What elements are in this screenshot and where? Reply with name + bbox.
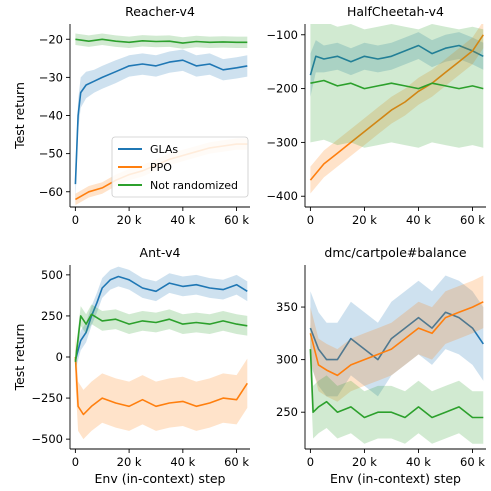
x-tick-label: 40 k [406, 213, 431, 227]
y-axis-label: Test return [12, 324, 27, 392]
series-line-ppo [309, 301, 484, 377]
x-tick-label: 60 k [460, 455, 485, 469]
series-band-not-randomized [75, 304, 248, 372]
series-band-not-randomized [310, 24, 484, 148]
x-tick-label: 0 [307, 213, 314, 227]
y-tick-label: −500 [31, 432, 63, 446]
panel-title: Ant-v4 [140, 245, 181, 260]
series-line-not-randomized [75, 38, 248, 44]
panel-title: Reacher-v4 [125, 4, 195, 19]
x-axis-label: Env (in-context) step [330, 471, 461, 486]
legend: GLAs PPO Not randomized [111, 136, 249, 198]
series-band-glas [310, 275, 484, 397]
series-line-glas [309, 44, 484, 76]
legend-entry-label: PPO [150, 161, 172, 174]
x-tick-label: 20 k [117, 213, 142, 227]
series-line-ppo [309, 34, 484, 181]
series-line-not-randomized [309, 349, 484, 419]
series-line-not-randomized [310, 79, 484, 90]
series-band-ppo [310, 24, 484, 194]
y-tick-label: −400 [266, 189, 298, 203]
series-band-glas [75, 266, 248, 371]
y-tick-label: −60 [39, 185, 63, 199]
y-tick-label: −250 [31, 391, 63, 405]
x-tick-label: 60 k [224, 455, 249, 469]
legend-entry-label: GLAs [150, 143, 178, 156]
series-line-glas [74, 59, 248, 185]
y-tick-label: 250 [41, 309, 63, 323]
series-line-ppo [74, 356, 248, 416]
y-tick-label: −50 [39, 147, 63, 161]
x-tick-label: 20 k [352, 455, 377, 469]
panel-title: dmc/cartpole#balance [324, 245, 467, 260]
series-band-ppo [75, 332, 248, 440]
y-tick-label: 0 [56, 350, 63, 364]
series-line-glas [309, 311, 484, 361]
y-tick-label: −300 [266, 135, 298, 149]
series-line-glas [74, 275, 248, 361]
y-tick-label: −20 [39, 32, 63, 46]
x-tick-label: 0 [307, 455, 314, 469]
y-tick-label: 350 [276, 300, 298, 314]
x-tick-label: 40 k [406, 455, 431, 469]
x-tick-label: 60 k [460, 213, 485, 227]
x-tick-label: 20 k [352, 213, 377, 227]
y-tick-label: 250 [276, 405, 298, 419]
x-tick-label: 40 k [170, 455, 195, 469]
x-tick-label: 60 k [224, 213, 249, 227]
series-band-glas [75, 49, 248, 204]
x-tick-label: 0 [72, 455, 79, 469]
panel-4: dmc/cartpole#balance 0 20 k 40 k 60 k 250 300 3… [276, 245, 486, 486]
x-axis-label: Env (in-context) step [95, 471, 226, 486]
y-tick-label: 500 [41, 268, 63, 282]
series-band-glas [310, 32, 484, 97]
y-tick-label: 300 [276, 353, 298, 367]
panel-title: HalfCheetah-v4 [347, 4, 444, 19]
y-tick-label: −30 [39, 70, 63, 84]
legend-entry-label: Not randomized [150, 179, 238, 192]
series-line-not-randomized [74, 313, 248, 362]
series-band-ppo [310, 275, 484, 402]
x-tick-label: 0 [72, 213, 79, 227]
panel-2: HalfCheetah-v4 0 20 k 40 k 60 k −400 −300 −200 −… [266, 4, 486, 227]
y-tick-label: −100 [266, 28, 298, 42]
y-tick-label: −40 [39, 109, 63, 123]
x-tick-label: 20 k [117, 455, 142, 469]
legend-frame [111, 136, 249, 198]
y-axis-label: Test return [12, 82, 27, 150]
y-tick-label: −200 [266, 82, 298, 96]
panel-3: Ant-v4 0 20 k 40 k 60 k −500 −250 0 250 500 Test r… [12, 245, 250, 486]
x-tick-label: 40 k [170, 213, 195, 227]
